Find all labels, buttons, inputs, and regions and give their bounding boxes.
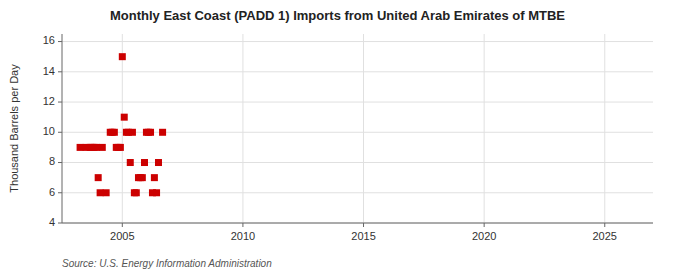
point: [151, 174, 158, 181]
x-tick-label: 2015: [351, 230, 375, 242]
grid-line: [62, 102, 653, 103]
x-tick: [604, 223, 605, 227]
grid-line: [363, 34, 364, 223]
point: [141, 159, 148, 166]
x-tick-label: 2025: [593, 230, 617, 242]
chart: 4 6 8 10 12 14 16 2005 2010 2015 2020 2025 Monthly E…: [0, 0, 675, 275]
grid-line: [122, 34, 123, 223]
axes: 4 6 8 10 12 14 16 2005 2010 2015 2020 2025: [43, 34, 653, 242]
point: [99, 144, 106, 151]
y-tick: [58, 71, 62, 72]
y-tick: [58, 102, 62, 103]
y-tick-label: 12: [43, 95, 55, 107]
point: [127, 159, 134, 166]
y-tick-label: 16: [43, 34, 55, 46]
x-tick: [242, 223, 243, 227]
y-tick: [58, 162, 62, 163]
x-tick: [122, 223, 123, 227]
title: Monthly East Coast (PADD 1) Imports from…: [110, 8, 565, 23]
y-axis-line: [62, 34, 63, 223]
y-tick-label: 10: [43, 125, 55, 137]
source-note: Source: U.S. Energy Information Administ…: [62, 258, 272, 269]
grid-line: [604, 34, 605, 223]
x-tick-label: 2005: [110, 230, 134, 242]
grid-line: [62, 223, 653, 224]
point: [97, 189, 104, 196]
x-tick-label: 2020: [472, 230, 496, 242]
grid-line: [62, 71, 653, 72]
point: [153, 189, 160, 196]
point: [111, 129, 118, 136]
y-axis-label: Thousand Barrels per Day: [8, 64, 20, 193]
point: [155, 159, 162, 166]
point: [103, 189, 110, 196]
y-tick-label: 14: [43, 65, 55, 77]
x-tick: [484, 223, 485, 227]
grid-line: [242, 34, 243, 223]
point: [147, 129, 154, 136]
point: [119, 53, 126, 60]
point: [93, 144, 100, 151]
point: [139, 174, 146, 181]
point: [117, 144, 124, 151]
y-tick: [58, 41, 62, 42]
point: [129, 129, 136, 136]
point: [121, 114, 128, 121]
grid-line: [62, 162, 653, 163]
x-tick: [363, 223, 364, 227]
x-tick-label: 2010: [231, 230, 255, 242]
y-tick-label: 4: [49, 216, 55, 228]
point: [159, 129, 166, 136]
y-tick: [58, 192, 62, 193]
point: [77, 144, 84, 151]
y-tick: [58, 132, 62, 133]
point: [95, 174, 102, 181]
grid-line: [484, 34, 485, 223]
points: [77, 53, 166, 196]
point: [133, 189, 140, 196]
y-tick-label: 8: [49, 155, 55, 167]
grid: [62, 34, 653, 223]
y-tick-label: 6: [49, 186, 55, 198]
y-tick: [58, 223, 62, 224]
grid-line: [62, 41, 653, 42]
x-axis-line: [62, 223, 653, 224]
